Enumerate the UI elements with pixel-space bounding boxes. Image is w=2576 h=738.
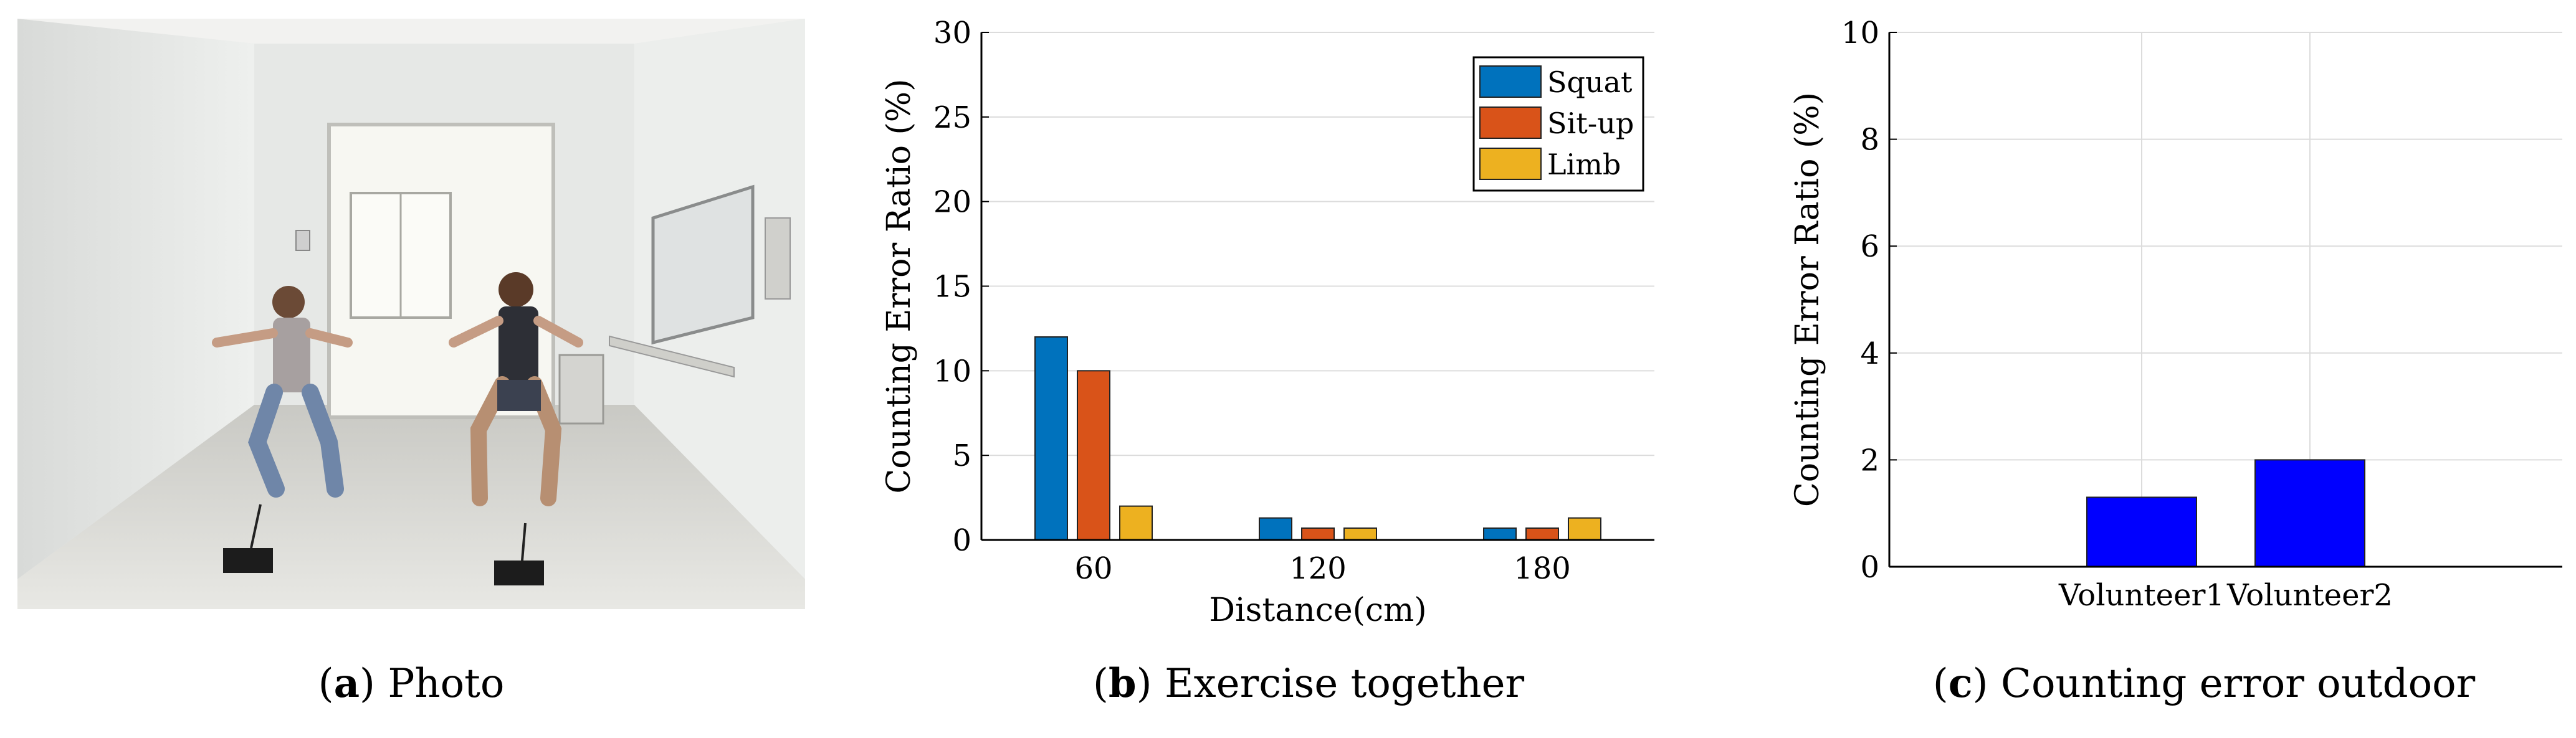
whiteboard: [651, 184, 755, 345]
bar-squat-180: [1483, 527, 1517, 541]
y-tick-label: 8: [1860, 123, 1879, 158]
y-tick-label: 2: [1860, 443, 1879, 478]
wall-sign: [295, 230, 310, 251]
router-right: [494, 523, 544, 585]
y-tick-label: 5: [952, 438, 971, 473]
bar-limb-120: [1343, 527, 1377, 541]
bar-sit-up-60: [1077, 370, 1110, 541]
legend-label-limb: Limb: [1547, 148, 1621, 181]
caption-c: (c) Counting error outdoor: [1932, 660, 2476, 707]
bar-squat-60: [1034, 336, 1068, 541]
y-tick-label: 0: [952, 523, 971, 558]
chart-counting-error-outdoor: 0 2 4 6 8 10 Volunteer1 Volunteer2 Counting Erro…: [1789, 16, 2562, 613]
legend-swatch-sit-up: [1479, 106, 1542, 139]
bar-sit-up-120: [1301, 527, 1335, 541]
bar-counting-error-volunteer1: [2086, 496, 2197, 568]
bar-limb-60: [1119, 505, 1153, 541]
bar-sit-up-180: [1525, 527, 1559, 541]
x-tick-label: 180: [1514, 551, 1571, 586]
exercise-room-photo: [17, 19, 805, 609]
left-wall: [17, 19, 254, 579]
person-right: [449, 272, 583, 506]
person-left: [212, 286, 353, 498]
x-tick-label: Volunteer1: [2058, 578, 2225, 613]
bar-limb-180: [1568, 517, 1601, 541]
y-tick-label: 15: [933, 270, 971, 305]
y-tick-label: 6: [1860, 229, 1879, 264]
photo-panel: [17, 19, 805, 609]
y-tick-label: 10: [933, 354, 971, 389]
chart-exercise-together: 0 5 10 15 20 25 30 60 120 180 Counting Error Ratio…: [880, 16, 1654, 629]
ceiling: [17, 19, 805, 44]
y-tick-label: 20: [933, 185, 971, 220]
y-tick-label: 25: [933, 100, 971, 135]
y-tick-label: 4: [1860, 336, 1879, 371]
x-tick-label: Volunteer2: [2226, 578, 2393, 613]
floor: [17, 405, 805, 609]
x-tick-label: 60: [1074, 551, 1112, 586]
legend-swatch-squat: [1479, 65, 1542, 98]
y-axis-label: Counting Error Ratio (%): [1789, 92, 1826, 507]
y-tick-label: 10: [1841, 16, 1879, 50]
caption-b: (b) Exercise together: [1092, 660, 1525, 707]
legend-label-sit-up: Sit-up: [1547, 106, 1634, 140]
router-left: [223, 504, 273, 573]
legend-swatch-limb: [1479, 148, 1542, 180]
y-tick-label: 30: [933, 16, 971, 50]
wall-shelf: [609, 335, 735, 378]
caption-a: (a) Photo: [318, 660, 505, 707]
bar-counting-error-volunteer2: [2254, 459, 2365, 568]
x-axis-label: Distance(cm): [1209, 592, 1426, 629]
legend-label-squat: Squat: [1547, 65, 1633, 99]
bar-squat-120: [1259, 517, 1292, 541]
wall-poster: [765, 217, 791, 300]
y-axis-label: Counting Error Ratio (%): [880, 79, 918, 494]
radiator: [558, 354, 604, 425]
y-tick-label: 0: [1860, 550, 1879, 585]
x-tick-label: 120: [1289, 551, 1347, 586]
